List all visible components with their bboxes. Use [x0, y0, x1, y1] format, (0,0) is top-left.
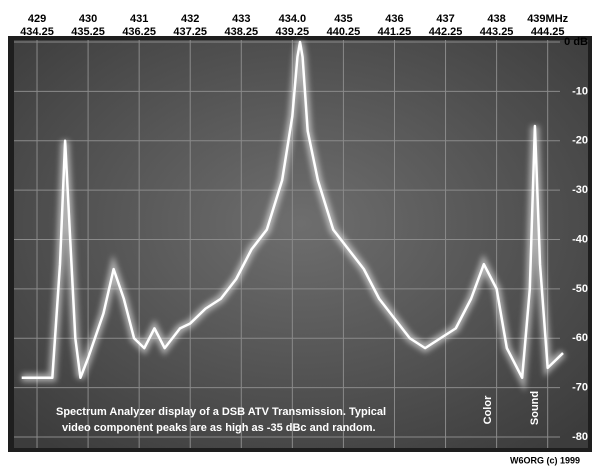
x2-tick-label: 442.25	[429, 26, 463, 38]
x-tick-label: 437	[436, 13, 454, 25]
trace-group	[21, 40, 566, 392]
y-tick-label: -40	[572, 233, 588, 245]
x2-tick-label: 435.25	[71, 26, 105, 38]
annotation: video component peaks are as high as -35…	[62, 422, 376, 434]
x2-tick-label: 434.25	[20, 26, 54, 38]
x-tick-label: 432	[181, 13, 199, 25]
annotation: Sound	[529, 391, 541, 425]
annotation: Spectrum Analyzer display of a DSB ATV T…	[56, 406, 386, 418]
x-tick-label: 439MHz	[527, 13, 568, 25]
annotation: Color	[482, 395, 494, 424]
x-tick-label: 429	[28, 13, 46, 25]
y-tick-label: -20	[572, 135, 588, 147]
x-tick-label: 438	[487, 13, 505, 25]
x2-tick-label: 438.25	[224, 26, 258, 38]
y-tick-label: 0 dB	[564, 36, 588, 48]
credit: W6ORG (c) 1999	[510, 455, 580, 465]
y-tick-label: -60	[572, 332, 588, 344]
y-tick-label: -70	[572, 382, 588, 394]
x2-tick-label: 443.25	[480, 26, 514, 38]
y-tick-label: -30	[572, 184, 588, 196]
labels: 429 430 431 432 433 434.0 435 436 437 438 439MHz 43…	[20, 13, 588, 443]
x-tick-label: 436	[385, 13, 403, 25]
x2-tick-label: 436.25	[122, 26, 156, 38]
x-tick-label: 430	[79, 13, 97, 25]
x-tick-label: 431	[130, 13, 148, 25]
x-tick-label: 434.0	[279, 13, 307, 25]
x2-tick-label: 440.25	[327, 26, 361, 38]
x2-tick-label: 439.25	[276, 26, 310, 38]
x2-tick-label: 441.25	[378, 26, 412, 38]
y-tick-label: -10	[572, 85, 588, 97]
x2-tick-label: 437.25	[173, 26, 207, 38]
x2-tick-label: 444.25	[531, 26, 565, 38]
x-tick-label: 435	[334, 13, 352, 25]
y-tick-label: -50	[572, 283, 588, 295]
y-tick-label: -80	[572, 431, 588, 443]
x-tick-label: 433	[232, 13, 250, 25]
trace-line	[21, 40, 564, 379]
screen	[14, 40, 588, 448]
